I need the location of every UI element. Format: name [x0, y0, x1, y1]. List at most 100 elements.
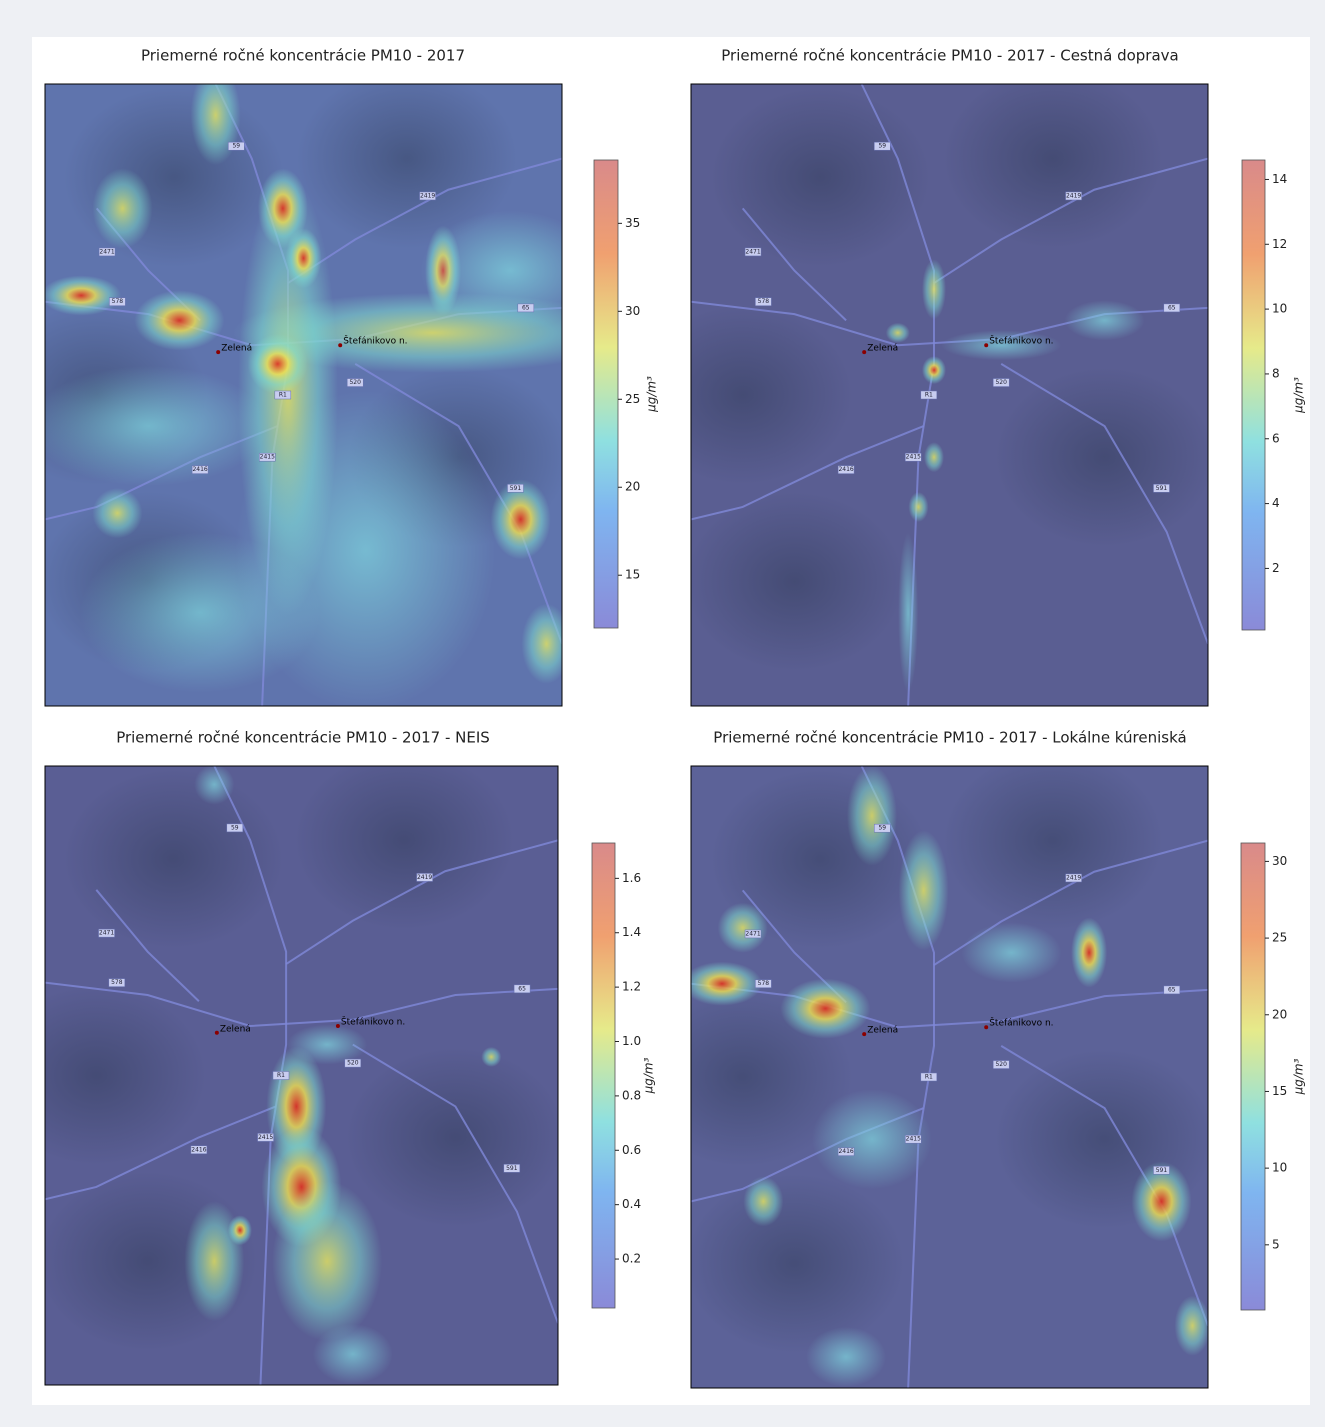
place-marker [215, 1031, 219, 1035]
road-label: 2471 [745, 930, 760, 937]
colorbar-tick-label: 1.4 [622, 925, 641, 939]
place-label: Zelená [220, 1024, 251, 1034]
heat-area [92, 488, 142, 538]
colorbar-tick-label: 30 [625, 304, 640, 318]
colorbar-tick-label: 10 [1272, 302, 1287, 316]
place-marker [216, 350, 220, 354]
road-label: 2416 [191, 1146, 206, 1153]
place-label: Zelená [867, 344, 898, 354]
colorbar-tick-label: 25 [625, 392, 640, 406]
road-label: 65 [1168, 304, 1176, 311]
map: 59241924152416578520R1655912471ZelenáŠte… [633, 751, 1215, 1388]
heat-area [287, 1025, 367, 1065]
panel-title: Priemerné ročné koncentrácie PM10 - 2017… [721, 47, 1179, 65]
colorbar-tick-label: 0.2 [622, 1252, 641, 1266]
road-label: 591 [510, 485, 522, 492]
heat-area [286, 228, 322, 288]
panel-title: Priemerné ročné koncentrácie PM10 - 2017 [141, 47, 465, 65]
road-label: 2419 [420, 192, 435, 199]
colorbar-tick-label: 0.6 [622, 1143, 641, 1157]
heat-area [898, 533, 918, 693]
heat-area [28, 366, 268, 486]
road-label: 2471 [99, 248, 114, 255]
road-label: 520 [995, 1061, 1007, 1068]
colorbar-tick-label: 30 [1272, 854, 1287, 868]
colorbar-tick-label: 4 [1272, 496, 1280, 510]
terrain-shade [63, 769, 283, 949]
road-label: 591 [1156, 1167, 1168, 1174]
road-label: 2415 [906, 1136, 921, 1143]
road-label: 65 [1168, 986, 1176, 993]
heat-area [184, 1201, 244, 1321]
place-label: Štefánikovo n. [343, 335, 407, 347]
terrain-shade [684, 492, 904, 672]
colorbar-tick-label: 1.2 [622, 980, 641, 994]
road-label: 520 [349, 379, 361, 386]
place-marker [862, 1032, 866, 1036]
road-label: 2415 [906, 454, 921, 461]
heat-area [194, 765, 234, 805]
road-label: 578 [758, 980, 770, 987]
heat-area [847, 766, 897, 866]
colorbar-label: μg/m³ [1292, 1058, 1306, 1095]
colorbar-label: μg/m³ [645, 376, 659, 413]
colorbar-tick-label: 0.4 [622, 1197, 641, 1211]
terrain-shade [684, 1174, 904, 1354]
colorbar-tick-label: 25 [1272, 931, 1287, 945]
heat-area [922, 259, 946, 319]
road-label: 591 [1156, 485, 1168, 492]
road-label: 2419 [1066, 192, 1081, 199]
colorbar-tick-label: 6 [1272, 431, 1280, 445]
colorbar [594, 160, 618, 628]
colorbar-tick-label: 15 [1272, 1084, 1287, 1098]
colorbar-tick-label: 0.8 [622, 1088, 641, 1102]
heat-area [899, 830, 949, 950]
road-label: 65 [518, 985, 526, 992]
place-marker [336, 1024, 340, 1028]
colorbar-tick-label: 5 [1272, 1237, 1280, 1251]
road-label: 578 [111, 979, 123, 986]
road-label: 65 [522, 304, 530, 311]
place-label: Štefánikovo n. [989, 335, 1053, 347]
heat-area [743, 1176, 783, 1226]
colorbar-tick-label: 10 [1272, 1161, 1287, 1175]
heat-area [1065, 300, 1145, 340]
panel-title: Priemerné ročné koncentrácie PM10 - 2017… [116, 729, 490, 747]
place-marker [984, 343, 988, 347]
road-label: 591 [506, 1165, 518, 1172]
heat-area [236, 391, 496, 711]
road-label: 2471 [99, 930, 114, 937]
place-label: Štefánikovo n. [341, 1015, 405, 1027]
terrain-shade [345, 1047, 565, 1227]
terrain-shade [64, 87, 284, 267]
heat-area [313, 1324, 393, 1384]
road-label: 2416 [192, 466, 207, 473]
heat-area [1071, 918, 1107, 988]
colorbar-label: μg/m³ [1292, 377, 1306, 414]
map: 59241924152416578520R1655912471ZelenáŠte… [0, 750, 565, 1385]
colorbar-tick-label: 14 [1272, 172, 1287, 186]
road-label: 2415 [260, 454, 275, 461]
road-label: R1 [925, 1074, 933, 1081]
terrain-shade [294, 750, 514, 930]
colorbar-tick-label: 35 [625, 216, 640, 230]
heat-area [886, 323, 910, 343]
colorbar-tick-label: 12 [1272, 237, 1287, 251]
heat-area [134, 290, 224, 350]
heat-area [922, 356, 946, 384]
map: 59241924152416578520R1655912471ZelenáŠte… [0, 65, 633, 710]
road-label: 520 [347, 1060, 359, 1067]
road-label: 2419 [417, 874, 432, 881]
place-label: Štefánikovo n. [989, 1017, 1053, 1029]
heat-area [806, 1327, 886, 1387]
colorbar-tick-label: 15 [625, 568, 640, 582]
heat-area [908, 492, 928, 522]
road-label: 2415 [258, 1134, 273, 1141]
heat-area [272, 1181, 382, 1341]
place-marker [862, 350, 866, 354]
road-label: 578 [758, 298, 770, 305]
terrain-shade [710, 87, 930, 267]
road-label: 59 [878, 143, 886, 150]
heat-area [1174, 1296, 1210, 1356]
heat-area [962, 923, 1062, 983]
